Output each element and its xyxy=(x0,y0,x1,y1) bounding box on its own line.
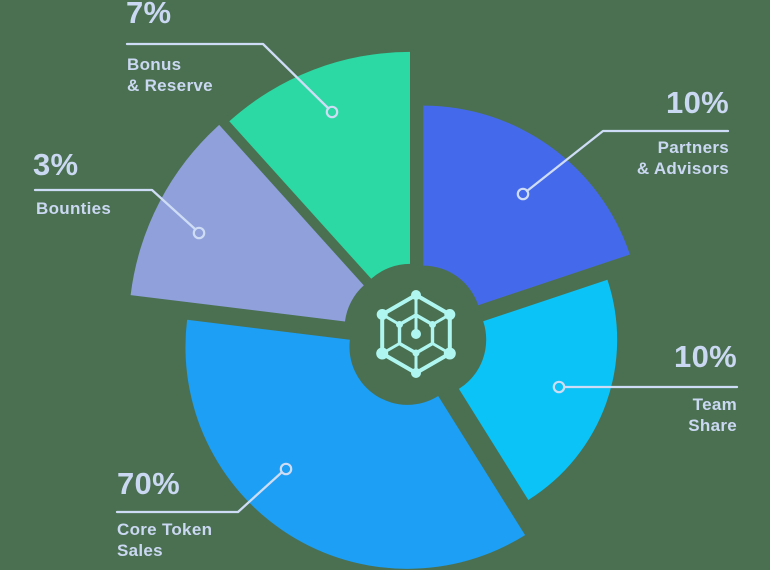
bounties-label-line1: Bounties xyxy=(36,199,112,218)
callout-dot-bonus xyxy=(325,105,339,119)
network-hexagon-icon xyxy=(376,290,456,378)
core-token-sales-percent: 70% xyxy=(117,466,180,501)
callout-dot-team xyxy=(552,380,566,394)
team-share-percent: 10% xyxy=(674,339,737,374)
callout-dot-partners xyxy=(516,187,530,201)
callout-line-core xyxy=(115,471,283,514)
slice-bonus xyxy=(229,51,410,279)
callout-line-bounties xyxy=(33,188,197,231)
team-share-label: Team Share xyxy=(688,394,737,436)
partners-advisors-percent: 10% xyxy=(666,85,729,120)
partners-advisors-label-line1: Partners xyxy=(657,138,729,157)
core-token-sales-label-line1: Core Token xyxy=(117,520,213,539)
partners-advisors-label: Partners & Advisors xyxy=(637,137,729,179)
partners-advisors-label-line2: & Advisors xyxy=(636,159,729,178)
team-share-label-line2: Share xyxy=(688,416,737,435)
callout-lines xyxy=(33,42,739,514)
slice-partners xyxy=(423,105,630,306)
bounties-label: Bounties xyxy=(36,198,111,219)
callout-line-partners xyxy=(525,129,730,193)
team-share-label-line1: Team xyxy=(692,395,737,414)
callout-dot-core xyxy=(279,462,293,476)
bonus-reserve-label: Bonus & Reserve xyxy=(127,54,213,96)
bonus-reserve-label-line2: & Reserve xyxy=(127,76,213,95)
slice-team xyxy=(458,279,618,500)
core-token-sales-label-line2: Sales xyxy=(117,541,163,560)
bonus-reserve-label-line1: Bonus xyxy=(127,55,182,74)
slice-core xyxy=(185,319,526,569)
pie-slices xyxy=(130,51,630,569)
callout-line-bonus xyxy=(125,42,330,110)
bounties-percent: 3% xyxy=(33,147,79,182)
slice-bounties xyxy=(130,124,364,322)
bonus-reserve-percent: 7% xyxy=(126,0,172,30)
callout-dot-bounties xyxy=(192,226,206,240)
icon-nodes xyxy=(376,290,456,378)
core-token-sales-label: Core Token Sales xyxy=(117,519,212,561)
